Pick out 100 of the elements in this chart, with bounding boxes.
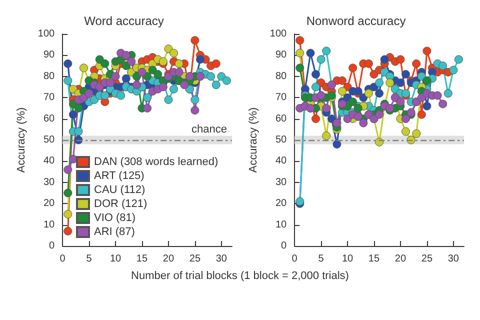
point (143, 104, 152, 112)
point (370, 82, 378, 92)
point (212, 59, 220, 68)
y-tick-label: 40 (43, 156, 56, 167)
y-tick-label: 20 (43, 198, 56, 210)
point (132, 72, 141, 81)
point (390, 84, 400, 94)
point (375, 78, 384, 88)
legend-label: DAN (308 words learned) (94, 156, 218, 168)
point (322, 104, 331, 112)
point (370, 70, 378, 79)
x-tick-label: 5 (318, 254, 324, 264)
y-tick-label: 90 (275, 50, 288, 61)
point (190, 106, 200, 115)
point (132, 80, 141, 90)
x-tick-label: 10 (110, 254, 122, 264)
point (143, 72, 152, 81)
x-tick-label: 30 (448, 254, 460, 264)
point (174, 68, 184, 76)
legend-label: VIO (81) (94, 212, 136, 224)
y-tick-label: 70 (275, 92, 288, 104)
point (296, 64, 304, 72)
point (412, 129, 421, 138)
legend-label: ART (125) (94, 170, 144, 182)
point (306, 48, 315, 58)
point (196, 55, 204, 64)
point (106, 78, 114, 88)
point (64, 210, 72, 218)
x-tick-label: 0 (292, 254, 298, 264)
point (422, 46, 432, 56)
ref-line-label: chance (192, 124, 227, 136)
point (64, 226, 72, 236)
point (64, 165, 72, 174)
y-tick-label: 100 (270, 28, 288, 40)
chart-title: Word accuracy (84, 14, 164, 28)
point (64, 59, 72, 68)
point (74, 104, 83, 112)
x-tick-label: 25 (421, 254, 433, 264)
y-tick-label: 50 (275, 134, 288, 146)
x-tick-label: 5 (86, 254, 92, 264)
point (332, 140, 342, 148)
point (375, 110, 384, 119)
y-tick-label: 30 (43, 176, 56, 188)
point (364, 89, 373, 98)
point (354, 112, 362, 121)
point (84, 89, 94, 98)
point (386, 78, 394, 88)
y-tick-label: 40 (275, 156, 288, 167)
point (122, 62, 130, 70)
point (454, 55, 463, 64)
point (402, 127, 410, 136)
point (402, 70, 410, 79)
point (354, 86, 362, 96)
x-tick-label: 25 (189, 254, 201, 264)
point (316, 55, 326, 64)
point (116, 91, 126, 100)
point (148, 66, 157, 74)
y-tick-label: 80 (43, 70, 56, 82)
point (138, 68, 146, 76)
x-tick-label: 10 (342, 254, 354, 264)
y-tick-label: 70 (43, 92, 56, 104)
point (64, 76, 72, 85)
point (343, 114, 352, 124)
point (396, 55, 405, 64)
point (154, 70, 162, 79)
x-tick-label: 30 (216, 254, 228, 264)
x-tick-label: 20 (162, 254, 174, 264)
point (164, 95, 173, 104)
point (312, 82, 320, 92)
point (68, 110, 78, 119)
point (417, 93, 426, 102)
y-tick-label: 20 (275, 198, 288, 210)
point (380, 68, 389, 76)
point (212, 80, 220, 90)
legend-label: DOR (121) (94, 198, 148, 210)
point (375, 89, 384, 98)
point (68, 84, 78, 94)
point (158, 82, 168, 92)
point (449, 66, 458, 74)
point (170, 84, 178, 94)
point (433, 91, 442, 100)
point (322, 132, 331, 140)
point (80, 64, 88, 72)
point (412, 59, 421, 68)
point (206, 72, 216, 81)
y-tick-label: 50 (43, 134, 56, 146)
point (338, 76, 346, 85)
point (95, 82, 104, 92)
point (396, 78, 405, 88)
point (95, 55, 104, 64)
point (364, 59, 373, 68)
point (438, 62, 448, 70)
point (380, 55, 389, 64)
x-axis-title: Number of trial blocks (1 block = 2,000 trials) (130, 270, 350, 282)
point (122, 50, 130, 60)
x-tick-label: 15 (368, 254, 380, 264)
point (348, 64, 358, 72)
y-tick-label: 0 (49, 240, 56, 252)
y-tick-label: 0 (281, 240, 288, 252)
y-axis-title: Accuracy (%) (248, 107, 260, 173)
